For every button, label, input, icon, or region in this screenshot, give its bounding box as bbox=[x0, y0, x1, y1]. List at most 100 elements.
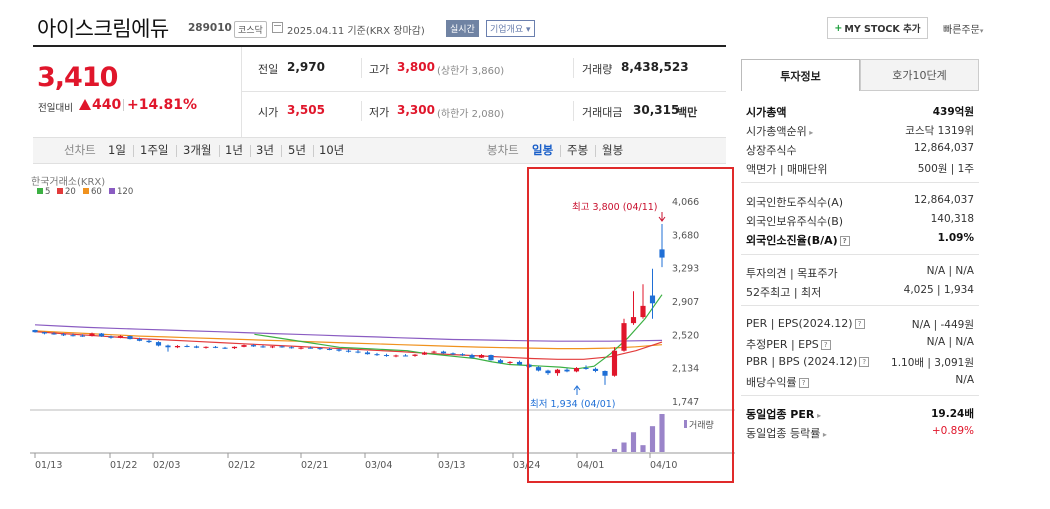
candle-body bbox=[602, 370, 608, 376]
period-monthly[interactable]: 월봉 bbox=[602, 143, 624, 157]
y-tick-label: 1,747 bbox=[672, 397, 699, 408]
candle-body bbox=[165, 345, 171, 348]
stock-code: 289010 bbox=[188, 22, 232, 34]
my-stock-label: MY STOCK 추가 bbox=[844, 24, 921, 35]
candle-body bbox=[317, 348, 323, 350]
quick-order-label: 빠른주문 bbox=[943, 25, 980, 36]
candle-body bbox=[469, 355, 475, 358]
divider bbox=[176, 145, 177, 157]
amount-unit: 백만 bbox=[677, 106, 698, 119]
corp-info-label: 기업개요 bbox=[490, 25, 524, 35]
help-icon[interactable]: ? bbox=[854, 319, 865, 329]
info-label: 추정PER | EPS? bbox=[746, 336, 831, 352]
low-label: 저가 bbox=[369, 106, 390, 119]
candle-body bbox=[364, 352, 371, 355]
candle-body bbox=[32, 330, 38, 333]
divider bbox=[313, 145, 314, 157]
chevron-right-icon: ▸ bbox=[820, 430, 827, 439]
info-label: PBR | BPS (2024.12)? bbox=[746, 355, 870, 368]
divider bbox=[595, 145, 596, 157]
candle-body bbox=[355, 351, 361, 353]
volume-bar bbox=[621, 442, 627, 452]
candle-body bbox=[260, 346, 266, 348]
info-value: 1.10배 | 3,091원 bbox=[891, 357, 974, 369]
volume-label: 거래량 bbox=[582, 63, 613, 76]
info-value: 12,864,037 bbox=[913, 194, 974, 206]
period-1d[interactable]: 1일 bbox=[108, 143, 126, 157]
period-daily[interactable]: 일봉 bbox=[532, 143, 554, 157]
x-tick-label: 04/10 bbox=[650, 460, 677, 471]
info-label: 52주최고 | 최저 bbox=[746, 286, 822, 299]
volume-bar bbox=[630, 432, 637, 452]
info-label: 외국인한도주식수(A) bbox=[746, 196, 844, 209]
x-tick-label: 03/13 bbox=[438, 460, 465, 471]
candle-body bbox=[241, 345, 247, 347]
divider bbox=[241, 91, 726, 92]
chevron-right-icon: ▸ bbox=[806, 128, 814, 137]
candle-body bbox=[573, 367, 580, 372]
candle-body bbox=[98, 333, 105, 337]
candle-body bbox=[279, 346, 285, 348]
divider bbox=[241, 47, 242, 137]
period-3y[interactable]: 3년 bbox=[256, 143, 274, 157]
x-tick-label: 03/24 bbox=[513, 460, 540, 471]
corp-info-dropdown[interactable]: 기업개요 ▾ bbox=[486, 20, 535, 37]
legend-swatch bbox=[83, 188, 89, 194]
candle-body bbox=[488, 355, 494, 361]
period-weekly[interactable]: 주봉 bbox=[567, 143, 589, 157]
candle-body bbox=[402, 355, 409, 357]
period-1y[interactable]: 1년 bbox=[225, 143, 243, 157]
candle-body bbox=[336, 349, 342, 351]
help-icon[interactable]: ? bbox=[839, 236, 850, 246]
divider bbox=[361, 101, 362, 121]
realtime-button[interactable]: 실시간 bbox=[446, 20, 479, 37]
help-icon[interactable]: ? bbox=[798, 378, 809, 388]
open-label: 시가 bbox=[258, 106, 279, 119]
ma5-line bbox=[254, 294, 663, 370]
help-icon[interactable]: ? bbox=[820, 340, 831, 350]
period-5y[interactable]: 5년 bbox=[288, 143, 306, 157]
period-3m[interactable]: 3개월 bbox=[183, 143, 212, 157]
tab-quote-10[interactable]: 호가10단계 bbox=[860, 59, 979, 91]
divider bbox=[250, 145, 251, 157]
info-value: 12,864,037 bbox=[913, 142, 974, 154]
high-annotation: 최고 3,800 (04/11) bbox=[572, 202, 658, 213]
change-percent: +14.81% bbox=[127, 97, 198, 113]
legend-label: 20 bbox=[65, 187, 76, 197]
candle-body bbox=[60, 334, 67, 336]
arrow-down-icon bbox=[658, 212, 666, 222]
candle-body bbox=[174, 345, 181, 348]
stock-name: 아이스크림에듀 bbox=[37, 17, 169, 41]
candle-body bbox=[640, 305, 646, 318]
candle-body bbox=[412, 354, 418, 356]
info-label[interactable]: 동일업종 PER ▸ bbox=[746, 408, 822, 421]
info-label[interactable]: 시가총액순위 ▸ bbox=[746, 125, 814, 138]
candle-body bbox=[326, 348, 333, 350]
candle-body bbox=[79, 335, 86, 337]
legend-swatch bbox=[37, 188, 43, 194]
open-value: 3,505 bbox=[287, 103, 325, 117]
candle-body bbox=[212, 346, 219, 348]
candle-body bbox=[269, 346, 276, 348]
volume-legend-swatch bbox=[684, 420, 687, 428]
period-10y[interactable]: 10년 bbox=[319, 143, 345, 157]
candle-body bbox=[507, 361, 513, 363]
period-1w[interactable]: 1주일 bbox=[140, 143, 169, 157]
help-icon[interactable]: ? bbox=[859, 357, 870, 367]
divider bbox=[123, 99, 124, 111]
candle-body bbox=[440, 351, 447, 354]
tab-invest-info[interactable]: 투자정보 bbox=[741, 59, 860, 91]
divider bbox=[573, 101, 574, 121]
info-value: 4,025 | 1,934 bbox=[903, 284, 974, 296]
candle-body bbox=[155, 342, 162, 346]
info-label[interactable]: 동일업종 등락률 ▸ bbox=[746, 427, 827, 440]
divider bbox=[219, 145, 220, 157]
divider bbox=[573, 58, 574, 78]
upper-limit: (상한가 3,860) bbox=[437, 66, 505, 77]
x-tick-label: 02/12 bbox=[228, 460, 255, 471]
candle-body bbox=[70, 335, 76, 337]
my-stock-add-button[interactable]: + MY STOCK 추가 bbox=[827, 17, 928, 39]
divider bbox=[281, 145, 282, 157]
quick-order-button[interactable]: 빠른주문▾ bbox=[943, 21, 983, 36]
price-chart[interactable]: 한국거래소(KRX)5 20 60 120 4,066 3,680 3,293 2,907 2,… bbox=[0, 164, 740, 474]
